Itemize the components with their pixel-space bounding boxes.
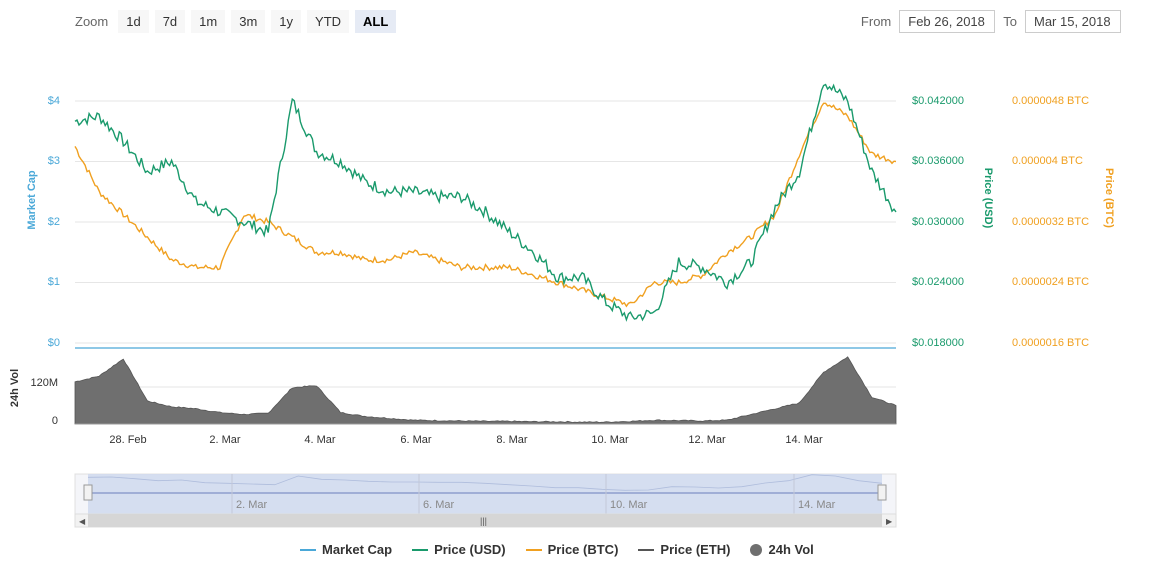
price-usd-swatch-icon	[412, 548, 429, 551]
vol-tick: 0	[52, 415, 58, 427]
usd-tick: $0.024000	[912, 276, 964, 288]
btc-tick: 0.0000024 BTC	[1012, 276, 1089, 288]
zoom-bar: Zoom 1d 7d 1m 3m 1y YTD ALL	[75, 10, 397, 33]
mcap-tick: $2	[48, 216, 60, 228]
legend-volume[interactable]: 24h Vol	[750, 542, 814, 557]
zoom-3m-button[interactable]: 3m	[231, 10, 266, 33]
x-tick: 6. Mar	[400, 434, 432, 446]
price-eth-swatch-icon	[638, 548, 655, 551]
navigator[interactable]: 2. Mar 6. Mar 10. Mar 14. Mar ◀ ▶ |||	[74, 473, 897, 528]
usd-tick: $0.042000	[912, 95, 964, 107]
market-cap-axis-title: Market Cap	[26, 170, 38, 230]
mcap-tick: $0	[48, 337, 60, 349]
btc-tick: 0.000004 BTC	[1012, 155, 1083, 167]
price-btc-line	[74, 102, 897, 308]
zoom-all-button[interactable]: ALL	[355, 10, 397, 33]
mcap-tick: $4	[48, 95, 60, 107]
legend-label: Price (BTC)	[547, 542, 619, 557]
date-range: From Feb 26, 2018 To Mar 15, 2018	[861, 10, 1121, 33]
navigator-tick: 14. Mar	[798, 499, 836, 511]
x-tick: 2. Mar	[209, 434, 241, 446]
price-btc-swatch-icon	[525, 548, 542, 551]
zoom-1d-button[interactable]: 1d	[118, 10, 149, 33]
to-label: To	[1003, 14, 1017, 29]
scrollbar-thumb[interactable]	[88, 514, 882, 527]
legend: Market Cap Price (USD) Price (BTC) Price…	[300, 542, 814, 557]
from-label: From	[860, 14, 892, 29]
navigator-tick: 10. Mar	[610, 499, 648, 511]
x-tick: 12. Mar	[688, 434, 726, 446]
navigator-right-handle[interactable]	[877, 484, 887, 501]
price-usd-series	[74, 83, 897, 322]
navigator-selection[interactable]	[88, 474, 882, 514]
market-cap-swatch-icon	[300, 548, 316, 551]
price-btc-series	[74, 102, 897, 308]
legend-price-btc[interactable]: Price (BTC)	[525, 542, 619, 557]
from-date-input[interactable]: Feb 26, 2018	[899, 10, 996, 33]
navigator-left-handle[interactable]	[83, 484, 93, 501]
volume-area	[74, 356, 897, 425]
legend-market-cap[interactable]: Market Cap	[300, 542, 392, 557]
mcap-tick: $1	[48, 276, 60, 288]
axes: $4 $3 $2 $1 $0 Market Cap $0.042000 $0.0…	[9, 95, 1115, 446]
scroll-left-arrow-icon[interactable]: ◀	[79, 517, 86, 526]
legend-label: 24h Vol	[768, 542, 814, 557]
mcap-tick: $3	[48, 155, 60, 167]
btc-tick: 0.0000032 BTC	[1012, 216, 1089, 228]
x-tick: 14. Mar	[785, 434, 823, 446]
navigator-series	[87, 474, 883, 491]
legend-label: Market Cap	[322, 542, 393, 557]
legend-price-eth[interactable]: Price (ETH)	[638, 542, 730, 557]
x-tick: 8. Mar	[496, 434, 528, 446]
volume-series	[74, 356, 897, 425]
volume-swatch-icon	[750, 543, 763, 556]
volume-axis-title: 24h Vol	[9, 369, 21, 407]
zoom-label: Zoom	[75, 14, 109, 29]
zoom-ytd-button[interactable]: YTD	[307, 10, 350, 33]
scroll-right-arrow-icon[interactable]: ▶	[886, 517, 893, 526]
usd-tick: $0.030000	[912, 216, 964, 228]
usd-axis-title: Price (USD)	[982, 168, 994, 229]
scrollbar-grip-icon[interactable]: |||	[480, 516, 487, 526]
legend-label: Price (ETH)	[660, 542, 731, 557]
to-date-input[interactable]: Mar 15, 2018	[1025, 10, 1121, 33]
usd-tick: $0.036000	[912, 155, 964, 167]
navigator-tick: 2. Mar	[236, 499, 268, 511]
legend-label: Price (USD)	[434, 542, 506, 557]
usd-tick: $0.018000	[912, 337, 964, 349]
legend-price-usd[interactable]: Price (USD)	[412, 542, 506, 557]
x-tick: 4. Mar	[304, 434, 336, 446]
zoom-1m-button[interactable]: 1m	[191, 10, 226, 33]
btc-tick: 0.0000016 BTC	[1012, 337, 1089, 349]
btc-tick: 0.0000048 BTC	[1012, 95, 1089, 107]
zoom-7d-button[interactable]: 7d	[154, 10, 186, 33]
navigator-tick: 6. Mar	[423, 499, 455, 511]
x-tick: 28. Feb	[109, 434, 146, 446]
btc-axis-title: Price (BTC)	[1103, 168, 1115, 228]
vol-tick: 120M	[30, 377, 58, 389]
price-usd-line	[74, 83, 897, 322]
x-tick: 10. Mar	[591, 434, 629, 446]
gridlines	[75, 100, 896, 388]
zoom-1y-button[interactable]: 1y	[271, 10, 302, 33]
